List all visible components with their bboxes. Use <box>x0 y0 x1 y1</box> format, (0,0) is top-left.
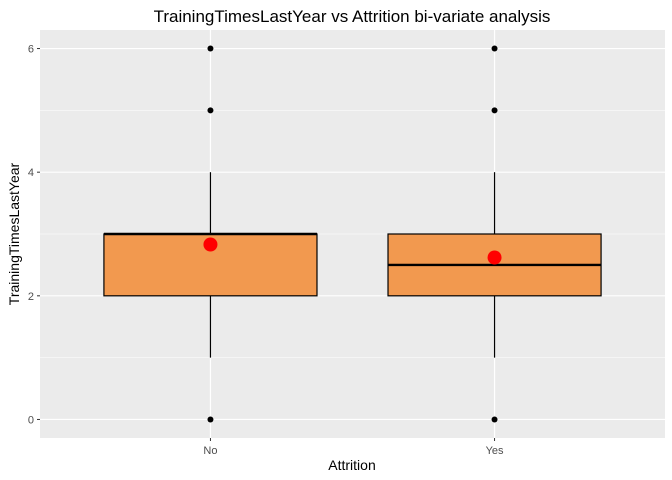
outlier-point <box>207 45 214 52</box>
chart-title: TrainingTimesLastYear vs Attrition bi-va… <box>154 7 551 26</box>
outlier-point <box>491 107 498 114</box>
y-axis-label: TrainingTimesLastYear <box>6 162 22 305</box>
outlier-point <box>207 107 214 114</box>
x-axis-ticks: No Yes <box>203 438 504 457</box>
outlier-point <box>491 45 498 52</box>
outlier-point <box>491 416 498 423</box>
y-tick-label: 4 <box>28 167 34 179</box>
y-tick-label: 6 <box>28 44 34 56</box>
box-yes <box>387 45 602 423</box>
box-group <box>103 45 602 423</box>
mean-point <box>203 237 218 252</box>
major-gridlines <box>40 30 665 438</box>
y-axis-ticks: 0 2 4 6 <box>28 44 40 426</box>
y-tick-label: 0 <box>28 414 34 426</box>
outlier-point <box>207 416 214 423</box>
mean-point <box>487 250 502 265</box>
x-axis-label: Attrition <box>328 457 375 473</box>
y-tick-label: 2 <box>28 291 34 303</box>
x-tick-label: Yes <box>486 445 504 457</box>
box-no <box>103 45 318 423</box>
x-tick-label: No <box>203 445 217 457</box>
